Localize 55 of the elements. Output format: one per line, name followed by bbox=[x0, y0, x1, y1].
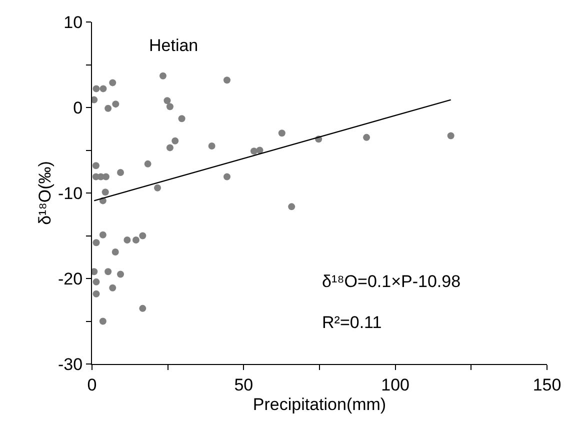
point bbox=[104, 104, 112, 112]
y-axis-title: δ¹⁸O(‰) bbox=[36, 161, 55, 225]
point bbox=[92, 239, 100, 246]
x-tick-label: 150 bbox=[532, 375, 562, 394]
point bbox=[223, 173, 230, 180]
x-tick-label: 100 bbox=[381, 375, 410, 394]
point bbox=[102, 188, 109, 196]
annotation: δ¹⁸O=0.1×P-10.98 bbox=[322, 272, 461, 291]
point bbox=[104, 268, 112, 276]
point bbox=[447, 132, 454, 140]
point bbox=[109, 284, 116, 292]
point bbox=[112, 248, 119, 256]
point bbox=[92, 290, 100, 298]
point bbox=[363, 134, 370, 141]
x-tick-label: 50 bbox=[234, 375, 254, 394]
y-tick-label: -10 bbox=[58, 184, 83, 203]
point bbox=[112, 100, 120, 108]
point bbox=[166, 103, 174, 110]
point bbox=[117, 270, 124, 278]
point bbox=[139, 304, 146, 312]
point bbox=[288, 203, 296, 210]
point bbox=[223, 76, 230, 84]
point bbox=[172, 137, 179, 144]
point bbox=[92, 162, 100, 170]
point bbox=[256, 146, 264, 154]
point bbox=[132, 236, 140, 244]
point bbox=[159, 72, 166, 80]
point bbox=[278, 130, 286, 137]
x-tick-label: 0 bbox=[87, 375, 97, 394]
x-axis-title: Precipitation(mm) bbox=[252, 394, 386, 414]
y-tick-label: -20 bbox=[58, 269, 83, 288]
point bbox=[99, 318, 106, 325]
point bbox=[92, 268, 98, 276]
point bbox=[139, 232, 146, 240]
point bbox=[92, 96, 98, 104]
point bbox=[100, 85, 107, 92]
point bbox=[92, 85, 100, 92]
point bbox=[109, 79, 116, 86]
point bbox=[92, 278, 100, 286]
point bbox=[117, 168, 124, 176]
point bbox=[166, 144, 174, 152]
point bbox=[154, 184, 162, 192]
point bbox=[144, 160, 152, 168]
point bbox=[99, 231, 106, 238]
annotation: Hetian bbox=[149, 36, 198, 55]
y-tick-label: 10 bbox=[64, 12, 83, 32]
annotation: R²=0.11 bbox=[322, 313, 382, 332]
point bbox=[102, 173, 110, 180]
y-tick-label: 0 bbox=[73, 98, 83, 118]
point bbox=[164, 97, 171, 104]
point bbox=[124, 236, 131, 244]
point bbox=[250, 148, 258, 155]
point bbox=[178, 115, 186, 122]
y-tick-label: -30 bbox=[58, 354, 83, 374]
point bbox=[208, 142, 216, 150]
